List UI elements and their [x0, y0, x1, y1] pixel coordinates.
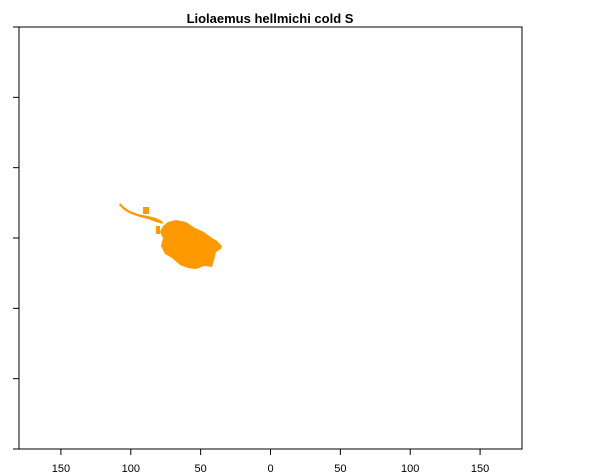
plot-frame — [18, 26, 523, 450]
x-tick-label: 50 — [195, 463, 207, 472]
species-range — [119, 203, 222, 269]
x-tick-label: 100 — [401, 463, 419, 472]
x-tick-label: 150 — [471, 463, 489, 472]
range-main-patch — [160, 220, 222, 269]
range-tail-west — [119, 203, 163, 224]
range-spur-south — [156, 226, 160, 234]
x-tick-label: 100 — [122, 463, 140, 472]
x-tick-label: 50 — [334, 463, 346, 472]
range-north-spot — [143, 207, 149, 214]
range-east-lobe — [205, 236, 222, 251]
plot-title: Liolaemus hellmichi cold S — [187, 11, 354, 26]
x-axis: 150 100 50 0 50 100 150 — [52, 449, 489, 472]
x-tick-label: 0 — [267, 463, 273, 472]
y-axis — [13, 26, 19, 450]
x-tick-label: 150 — [52, 463, 70, 472]
